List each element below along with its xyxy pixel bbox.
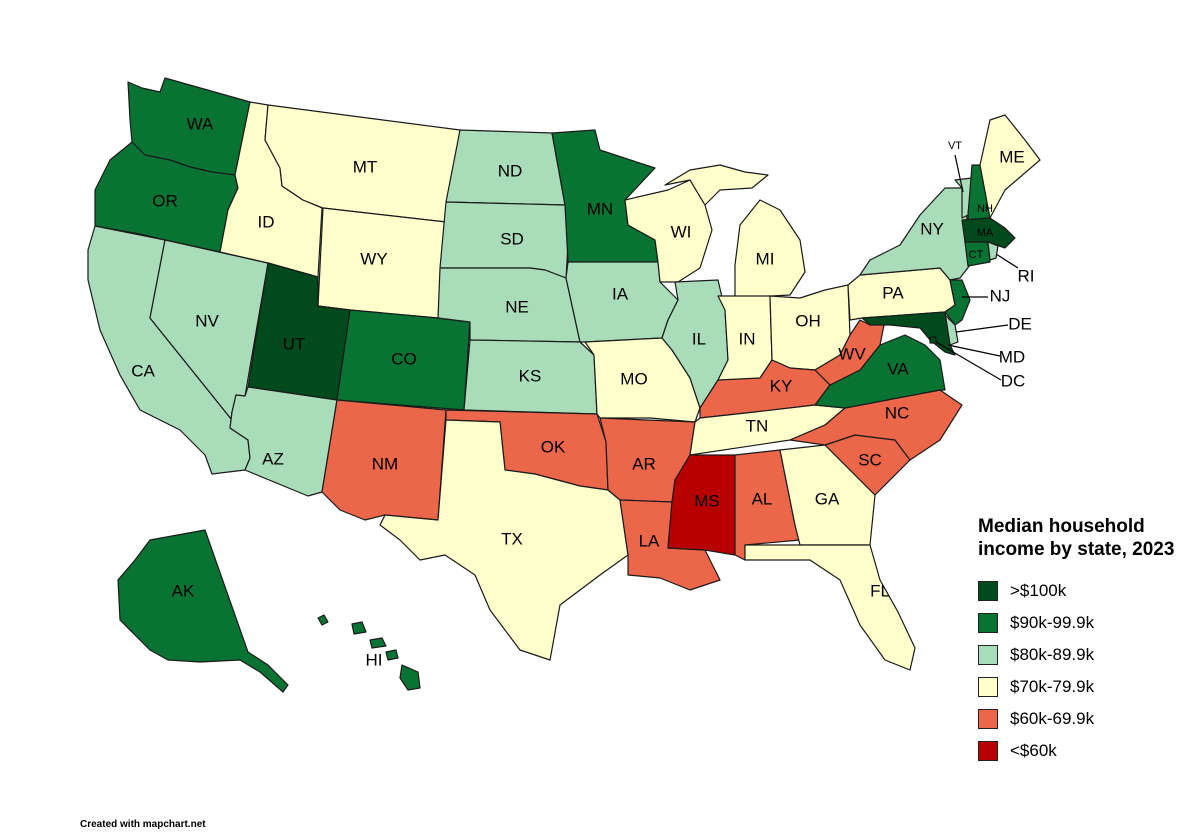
state-label-pa: PA (882, 283, 904, 302)
legend-label: $70k-79.9k (1010, 677, 1095, 696)
state-label-me: ME (999, 147, 1025, 166)
state-label-nv: NV (195, 311, 219, 330)
state-nc (789, 389, 963, 461)
state-nj (944, 279, 971, 326)
state-label-wy: WY (360, 249, 387, 268)
state-label-fl: FL (870, 581, 890, 600)
state-label-ca: CA (131, 361, 155, 380)
legend-swatch (978, 581, 998, 601)
legend-item: <$60k (978, 735, 1193, 767)
state-label-wa: WA (187, 114, 214, 133)
state-label-sc: SC (858, 450, 882, 469)
state-label-nd: ND (498, 161, 523, 180)
state-label-ut: UT (283, 334, 306, 353)
legend: Median household income by state, 2023 >… (978, 515, 1193, 767)
legend-swatch (978, 741, 998, 761)
leader-line-ri (995, 253, 1019, 269)
state-label-nh: NH (977, 203, 993, 215)
state-ct (964, 241, 991, 267)
state-label-mi: MI (756, 249, 775, 268)
state-dc (929, 336, 937, 344)
leader-line-vt (954, 154, 964, 193)
state-md (861, 311, 956, 356)
state-mi-upper (664, 164, 769, 206)
state-label-oh: OH (795, 311, 821, 330)
state-label-ak: AK (172, 581, 195, 600)
state-ak (117, 529, 289, 693)
state-co (336, 309, 471, 411)
state-label-or: OR (152, 191, 178, 210)
legend-label: $60k-69.9k (1010, 709, 1095, 728)
state-label-ar: AR (632, 454, 656, 473)
state-fl (744, 544, 916, 671)
state-label-vt: VT (948, 140, 962, 152)
state-label-wi: WI (671, 222, 692, 241)
state-label-va: VA (887, 359, 909, 378)
state-me (979, 114, 1041, 219)
legend-swatch (978, 709, 998, 729)
state-mi (734, 199, 806, 299)
state-label-la: LA (639, 531, 660, 550)
state-label-il: IL (692, 329, 706, 348)
state-label-mo: MO (620, 369, 647, 388)
legend-label: $90k-99.9k (1010, 613, 1095, 632)
state-label-ct: CT (969, 249, 984, 261)
state-label-ms: MS (694, 491, 720, 510)
leader-line-dc (935, 341, 1002, 381)
state-label-ny: NY (920, 219, 944, 238)
state-label-nc: NC (885, 403, 910, 422)
state-label-ga: GA (815, 489, 840, 508)
state-label-ok: OK (541, 437, 566, 456)
state-label-tn: TN (746, 416, 769, 435)
state-hi (317, 614, 421, 691)
state-label-al: AL (752, 489, 773, 508)
leader-line-de (955, 324, 1009, 333)
legend-title: Median household income by state, 2023 (978, 516, 1175, 560)
legend-label: $80k-89.9k (1010, 645, 1095, 664)
state-label-wv: WV (838, 344, 866, 363)
legend-swatch (978, 645, 998, 665)
state-label-mt: MT (353, 157, 378, 176)
legend-item: $70k-79.9k (978, 671, 1193, 703)
state-label-ma: MA (977, 227, 994, 239)
legend-item: $60k-69.9k (978, 703, 1193, 735)
legend-label: <$60k (1010, 741, 1057, 760)
state-label-ky: KY (770, 376, 793, 395)
state-label-md: MD (999, 347, 1025, 366)
state-label-nj: NJ (990, 286, 1011, 305)
state-label-de: DE (1008, 314, 1032, 333)
state-label-ia: IA (612, 284, 629, 303)
state-label-hi: HI (366, 650, 383, 669)
legend-item: $90k-99.9k (978, 607, 1193, 639)
state-label-ne: NE (505, 297, 529, 316)
legend-swatch (978, 677, 998, 697)
legend-label: >$100k (1010, 581, 1067, 600)
state-tx (379, 419, 629, 661)
state-label-nm: NM (372, 454, 398, 473)
state-vt (954, 177, 973, 219)
credit-text: Created with mapchart.net (80, 819, 206, 830)
state-label-az: AZ (262, 449, 284, 468)
legend-item: >$100k (978, 575, 1193, 607)
state-label-sd: SD (500, 229, 524, 248)
legend-swatch (978, 613, 998, 633)
state-label-tx: TX (501, 529, 523, 548)
state-ny (859, 187, 971, 281)
leader-line-md (947, 344, 1001, 357)
state-wi (624, 179, 713, 283)
state-label-mn: MN (587, 199, 613, 218)
state-label-id: ID (258, 212, 275, 231)
state-label-ri: RI (1018, 266, 1035, 285)
state-label-in: IN (739, 329, 756, 348)
state-ri (987, 241, 999, 261)
state-nm (321, 399, 447, 521)
legend-item: $80k-89.9k (978, 639, 1193, 671)
state-label-ks: KS (519, 366, 542, 385)
state-label-dc: DC (1001, 371, 1026, 390)
state-label-co: CO (391, 349, 417, 368)
